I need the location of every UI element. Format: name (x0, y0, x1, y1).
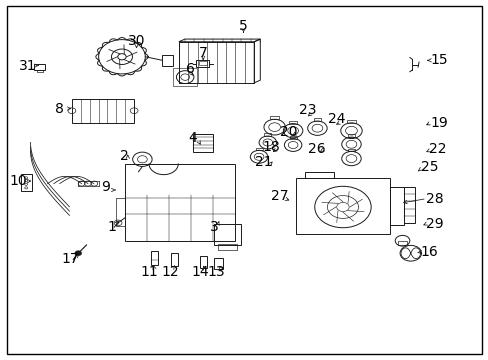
Circle shape (75, 251, 81, 256)
Text: 21: 21 (255, 155, 272, 169)
Text: 4: 4 (188, 131, 197, 145)
Bar (196, 60, 209, 67)
Text: 15: 15 (429, 53, 447, 67)
Text: 27: 27 (270, 189, 287, 203)
Bar (199, 61, 206, 65)
Text: 31: 31 (20, 59, 37, 73)
Text: 13: 13 (207, 265, 224, 279)
Bar (295, 178, 389, 234)
Bar (346, 120, 355, 123)
Text: 26: 26 (307, 141, 325, 156)
Bar (347, 149, 355, 152)
Text: 23: 23 (298, 103, 316, 117)
Text: 10: 10 (10, 174, 27, 188)
Bar (200, 256, 206, 267)
Bar (305, 172, 334, 178)
Text: 14: 14 (191, 265, 208, 279)
Bar (170, 253, 178, 266)
Bar (125, 164, 234, 241)
Text: 3: 3 (209, 220, 218, 234)
Bar (116, 198, 125, 226)
Bar (214, 224, 241, 245)
Text: 20: 20 (279, 125, 296, 139)
Bar (151, 251, 158, 265)
Text: 18: 18 (262, 140, 280, 154)
Text: 8: 8 (55, 102, 64, 116)
Bar (313, 118, 321, 121)
Text: 24: 24 (327, 112, 345, 126)
Bar (173, 68, 197, 86)
Bar (193, 134, 212, 152)
Text: 7: 7 (199, 46, 207, 60)
Text: 28: 28 (426, 192, 443, 206)
Bar (389, 187, 403, 225)
Text: 9: 9 (102, 180, 110, 194)
Bar (397, 242, 407, 245)
Text: 2: 2 (120, 149, 128, 163)
Bar (21, 174, 31, 191)
Text: 25: 25 (420, 161, 437, 175)
Bar (347, 134, 355, 137)
Text: 5: 5 (239, 19, 247, 33)
Text: 1: 1 (107, 220, 117, 234)
Bar (288, 121, 296, 123)
Text: 16: 16 (420, 245, 437, 259)
Bar (162, 55, 173, 66)
Text: 11: 11 (141, 265, 158, 279)
Bar (289, 136, 296, 139)
Text: 29: 29 (426, 217, 443, 231)
Bar (37, 70, 42, 72)
Text: 17: 17 (61, 252, 79, 266)
Text: 6: 6 (185, 62, 194, 76)
Bar (403, 187, 414, 223)
Bar (270, 116, 278, 119)
Text: 19: 19 (429, 116, 447, 130)
Bar (34, 64, 45, 70)
Bar (72, 99, 134, 123)
Bar (217, 244, 237, 249)
Text: 12: 12 (162, 265, 179, 279)
Bar (255, 148, 262, 150)
Bar (214, 258, 223, 269)
Bar (264, 134, 271, 136)
Text: 22: 22 (428, 141, 446, 156)
Text: 30: 30 (127, 34, 145, 48)
